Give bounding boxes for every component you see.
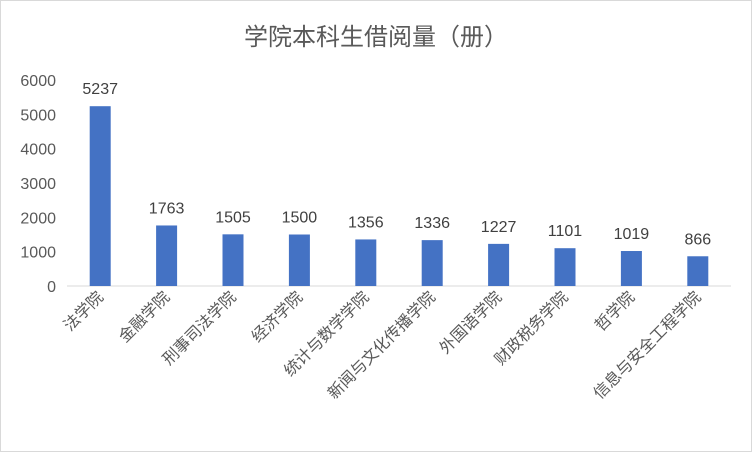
data-label: 5237 (82, 81, 118, 98)
bar (288, 234, 310, 286)
data-label: 1019 (614, 226, 650, 243)
data-labels: 5237 1763 1505 1500 1356 1336 1227 1101 1019 866 (82, 81, 711, 248)
data-label: 1101 (548, 223, 583, 240)
bar (554, 248, 576, 286)
data-label: 1763 (149, 200, 185, 217)
y-tick-label: 3000 (20, 176, 56, 193)
y-tick-label: 1000 (20, 245, 56, 262)
y-axis: 0 1000 2000 3000 4000 5000 6000 (20, 73, 56, 296)
bar (89, 106, 111, 286)
data-label: 1336 (414, 215, 450, 232)
bar (421, 240, 443, 286)
bar (355, 239, 377, 286)
data-label: 1505 (215, 209, 251, 226)
bars (89, 106, 709, 286)
category-label: 法学院 (60, 287, 107, 334)
category-label: 金融学院 (115, 287, 174, 346)
data-label: 1500 (282, 210, 318, 227)
bar (620, 251, 642, 286)
data-label: 1227 (481, 219, 517, 236)
bar (156, 225, 178, 286)
category-label: 外国语学院 (435, 287, 505, 357)
category-label: 哲学院 (591, 287, 638, 334)
bar (488, 243, 510, 286)
data-label: 866 (684, 231, 711, 248)
category-label: 经济学院 (248, 287, 307, 346)
y-tick-label: 6000 (20, 73, 56, 90)
y-tick-label: 0 (47, 279, 56, 296)
chart-title: 学院本科生借阅量（册） (244, 23, 508, 51)
y-tick-label: 2000 (20, 210, 56, 227)
bar (687, 256, 709, 286)
y-tick-label: 4000 (20, 142, 56, 159)
data-label: 1356 (348, 214, 384, 231)
y-tick-label: 5000 (20, 107, 56, 124)
bar (222, 234, 244, 286)
